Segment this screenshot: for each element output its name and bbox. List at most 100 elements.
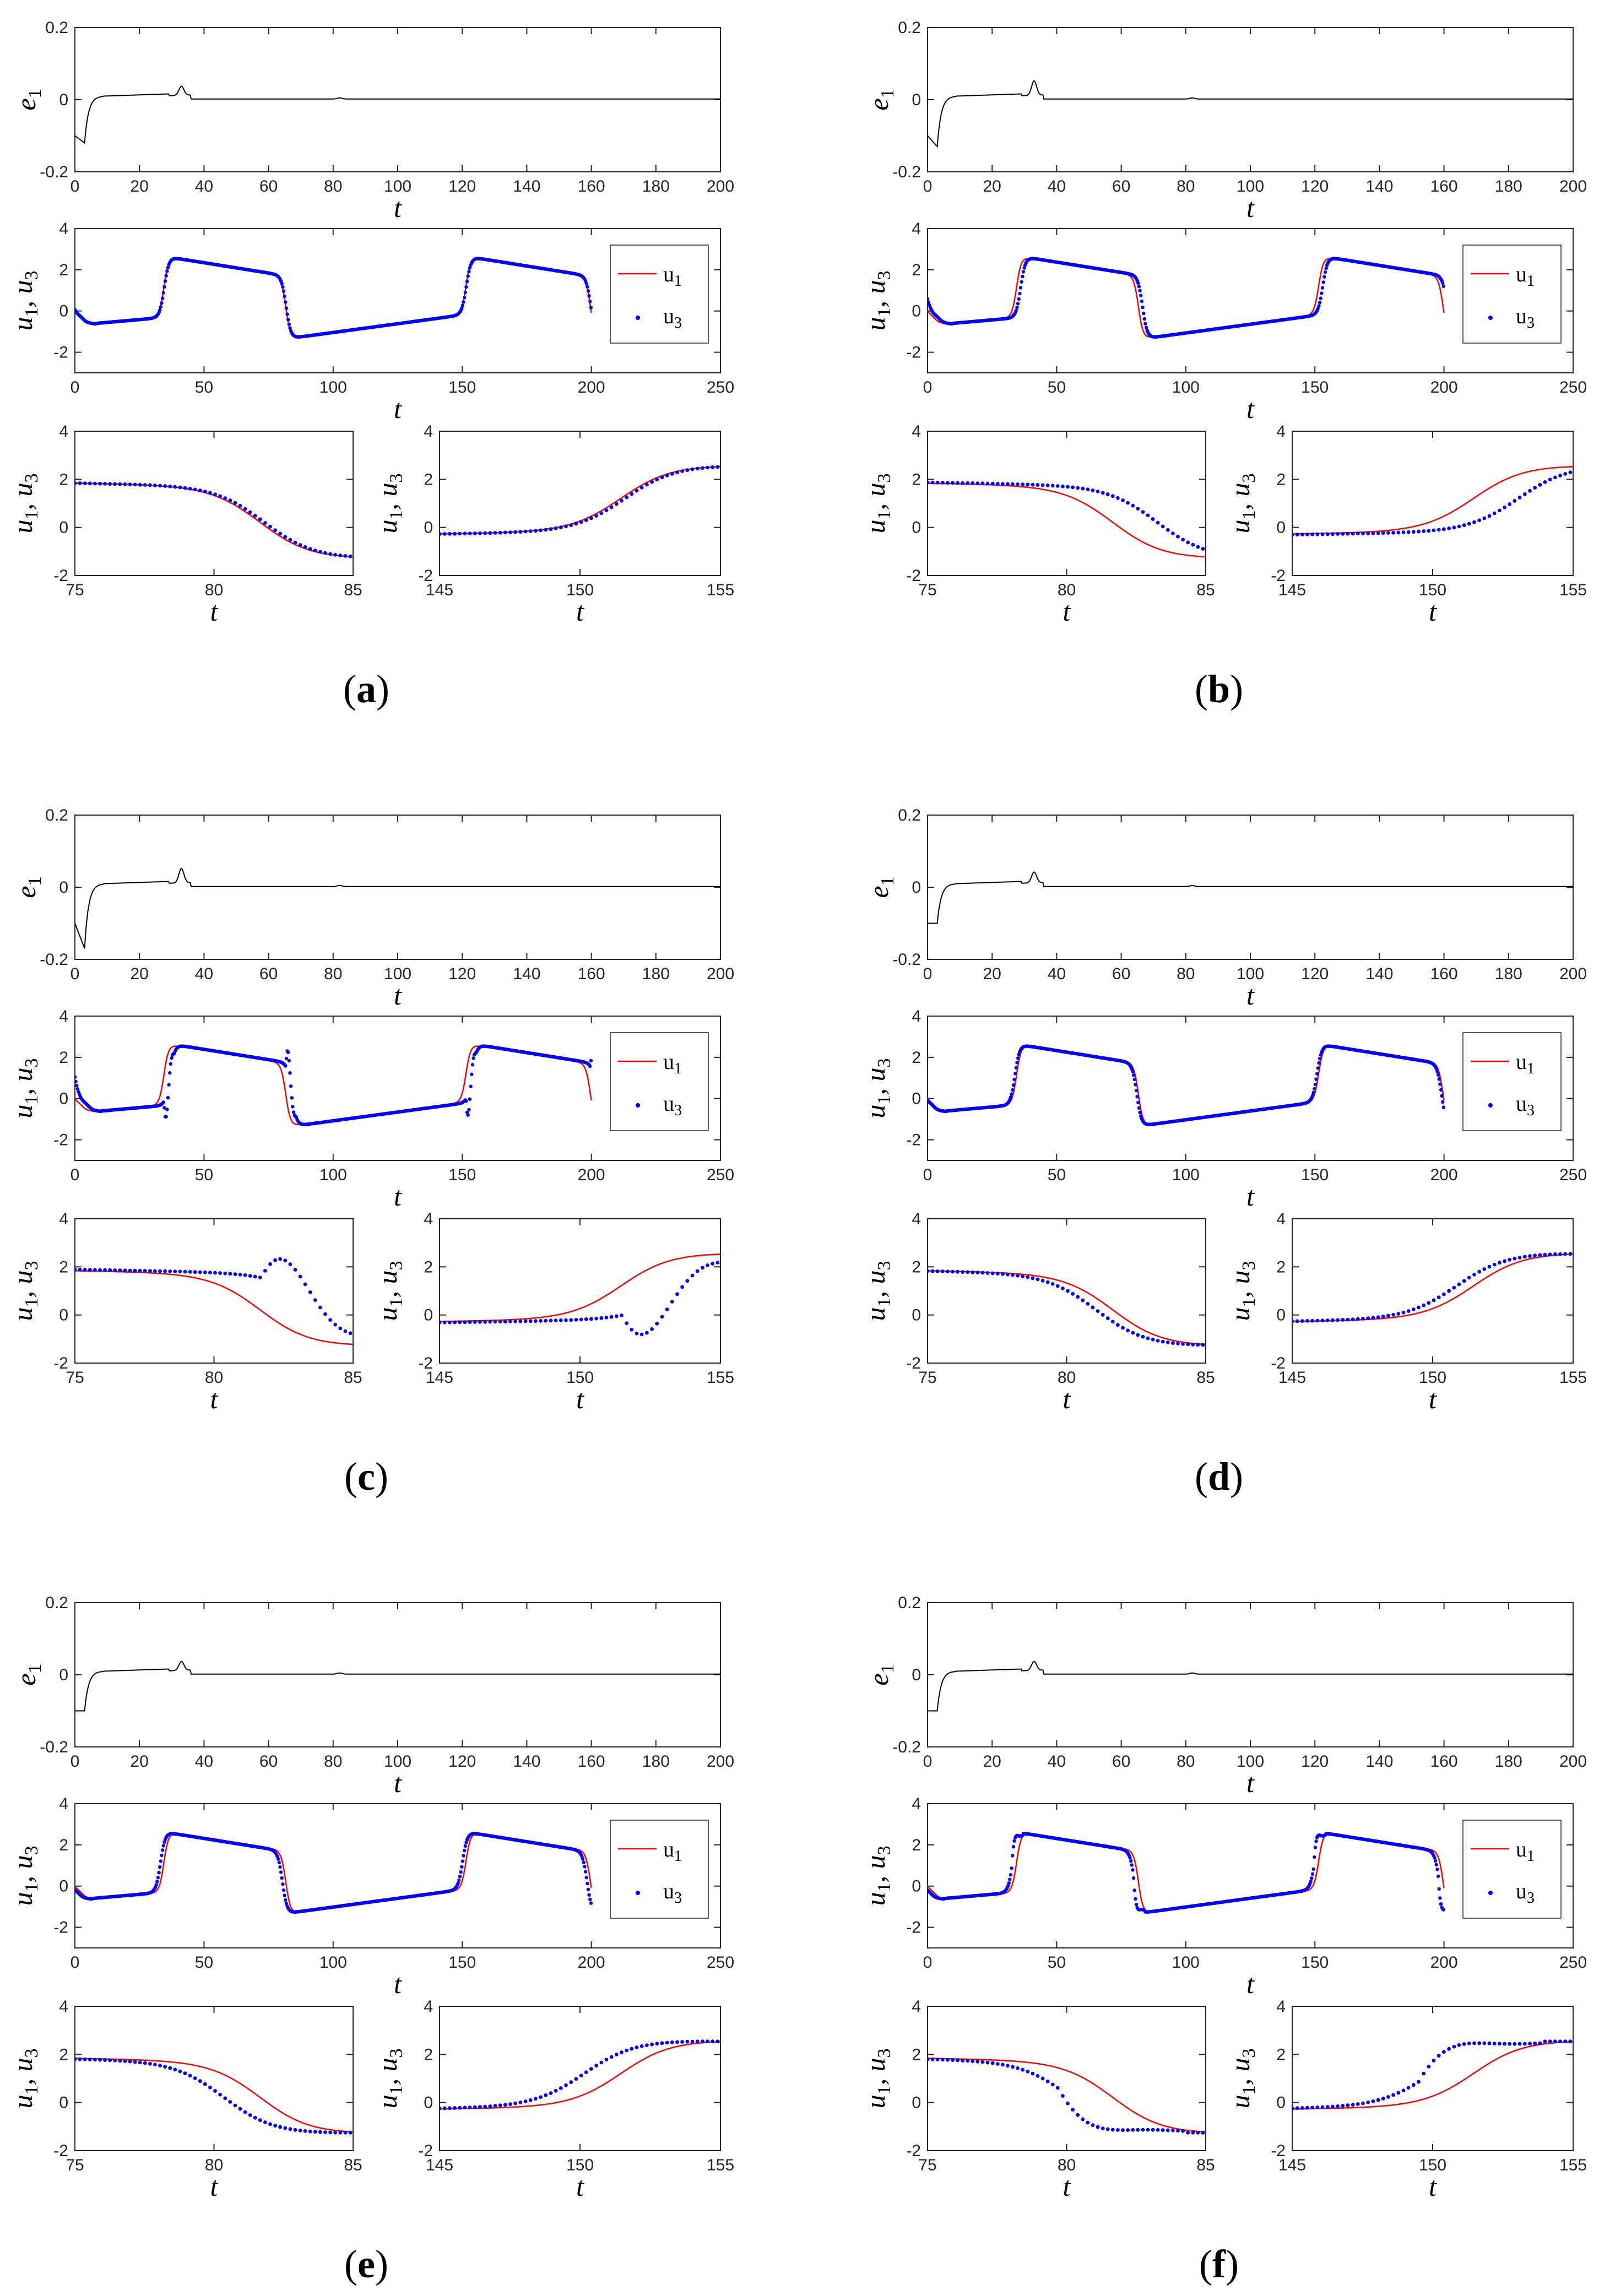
y-tick-label: 0 — [424, 1306, 433, 1325]
y-tick-label: -2 — [1271, 1354, 1286, 1372]
u3-point — [258, 1275, 262, 1280]
u3-point — [990, 2061, 995, 2065]
u3-point — [161, 1848, 165, 1852]
u3-point — [589, 1901, 593, 1905]
u3-point — [1477, 518, 1482, 523]
u3-point — [83, 481, 87, 485]
u3-point — [1136, 281, 1140, 285]
u3-point — [448, 1320, 452, 1325]
u3-point — [93, 481, 97, 486]
y-tick-label: 4 — [59, 220, 68, 238]
u3-point — [711, 465, 715, 469]
u3-point — [1305, 533, 1309, 536]
u3-point — [218, 1271, 222, 1275]
u3-point — [513, 1319, 518, 1323]
u3-point — [163, 279, 167, 283]
x-tick-label: 80 — [324, 177, 342, 196]
u3-point — [1105, 2127, 1110, 2131]
x-tick-label: 155 — [707, 581, 734, 599]
u3-point — [1422, 2071, 1426, 2076]
x-tick-label: 85 — [1196, 2156, 1215, 2174]
y-tick-label: 2 — [59, 2045, 68, 2064]
u3-point — [1356, 2102, 1360, 2106]
u3-point — [108, 1268, 112, 1272]
u3-point — [458, 2105, 462, 2110]
u3-point — [1438, 1082, 1442, 1086]
u3-point — [1018, 286, 1023, 290]
x-axis-label: t — [1246, 393, 1255, 424]
x-axis-label: t — [394, 1181, 402, 1212]
u3-point — [1376, 2098, 1380, 2102]
u3-zoom-rise — [1292, 1252, 1573, 1323]
u3-point — [1553, 475, 1557, 480]
y-tick-label: -2 — [906, 2142, 921, 2160]
u3-point — [588, 300, 592, 303]
legend-box — [1462, 245, 1562, 344]
u3-point — [528, 2098, 533, 2102]
u3-point — [695, 2039, 700, 2044]
x-tick-label: 150 — [566, 581, 594, 599]
e1-line — [75, 867, 720, 949]
x-tick-label: 145 — [1278, 1369, 1306, 1387]
x-tick-label: 200 — [1430, 1166, 1458, 1184]
x-tick-label: 100 — [384, 965, 411, 983]
u3-point — [460, 303, 465, 307]
u3-point — [348, 554, 353, 558]
x-axis-label: t — [1246, 1968, 1255, 1999]
y-tick-label: 2 — [59, 1049, 68, 1067]
u3-point — [1310, 1318, 1315, 1323]
panel-label: (f) — [1199, 2242, 1239, 2286]
u3-point — [1016, 1273, 1020, 1278]
u3-point — [253, 1274, 257, 1279]
u3-point — [1061, 1287, 1065, 1290]
u3-point — [1538, 2041, 1542, 2045]
u3-point — [493, 2104, 497, 2108]
u3-zoom-fall — [75, 481, 353, 558]
u3-point — [78, 1268, 82, 1272]
x-tick-label: 120 — [1301, 1752, 1329, 1771]
x-tick-label: 40 — [1048, 1752, 1066, 1771]
u3-point — [620, 1313, 624, 1317]
u3-point — [280, 281, 284, 286]
u3-point — [1151, 517, 1155, 521]
u3-point — [1346, 531, 1350, 536]
u3-point — [594, 2064, 598, 2068]
panel-label: (a) — [343, 667, 389, 711]
u3-point — [1131, 1073, 1136, 1077]
u3-point — [478, 2105, 482, 2109]
x-tick-label: 0 — [71, 965, 80, 983]
u3-point — [1482, 516, 1487, 520]
u3-point — [1135, 1095, 1139, 1099]
u3-point — [1151, 1338, 1155, 1342]
u3-point — [1061, 484, 1065, 488]
y-tick-label: 0 — [59, 2094, 68, 2112]
y-tick-label: 2 — [912, 1836, 921, 1854]
u3-series — [928, 1832, 1446, 1914]
u3-point — [581, 1857, 585, 1861]
legend-u1-label: u1 — [663, 1837, 682, 1865]
u3-point — [971, 1270, 975, 1274]
u3-point — [680, 1285, 684, 1289]
u3-point — [1016, 2066, 1020, 2070]
u3-point — [284, 306, 289, 310]
y-tick-label: -2 — [53, 2142, 68, 2160]
x-axis-label: t — [1429, 2171, 1437, 2202]
u3-point — [313, 1298, 317, 1302]
u3-point — [298, 543, 302, 547]
u3-point — [588, 1064, 592, 1068]
legend-box — [610, 1032, 709, 1131]
u3-point — [1008, 1877, 1012, 1881]
u3-point — [635, 2045, 639, 2050]
u3-point — [208, 2085, 212, 2089]
u3-point — [1176, 2129, 1180, 2133]
x-tick-label: 75 — [66, 2156, 84, 2174]
u3-point — [1361, 531, 1365, 536]
u3-point — [161, 291, 165, 295]
u3-point — [1320, 532, 1325, 536]
x-tick-label: 200 — [1430, 378, 1458, 397]
u3-point — [440, 2106, 442, 2110]
x-tick-label: 50 — [1048, 1953, 1066, 1972]
u3-point — [655, 2042, 659, 2046]
legend-u3-swatch — [636, 1891, 640, 1895]
